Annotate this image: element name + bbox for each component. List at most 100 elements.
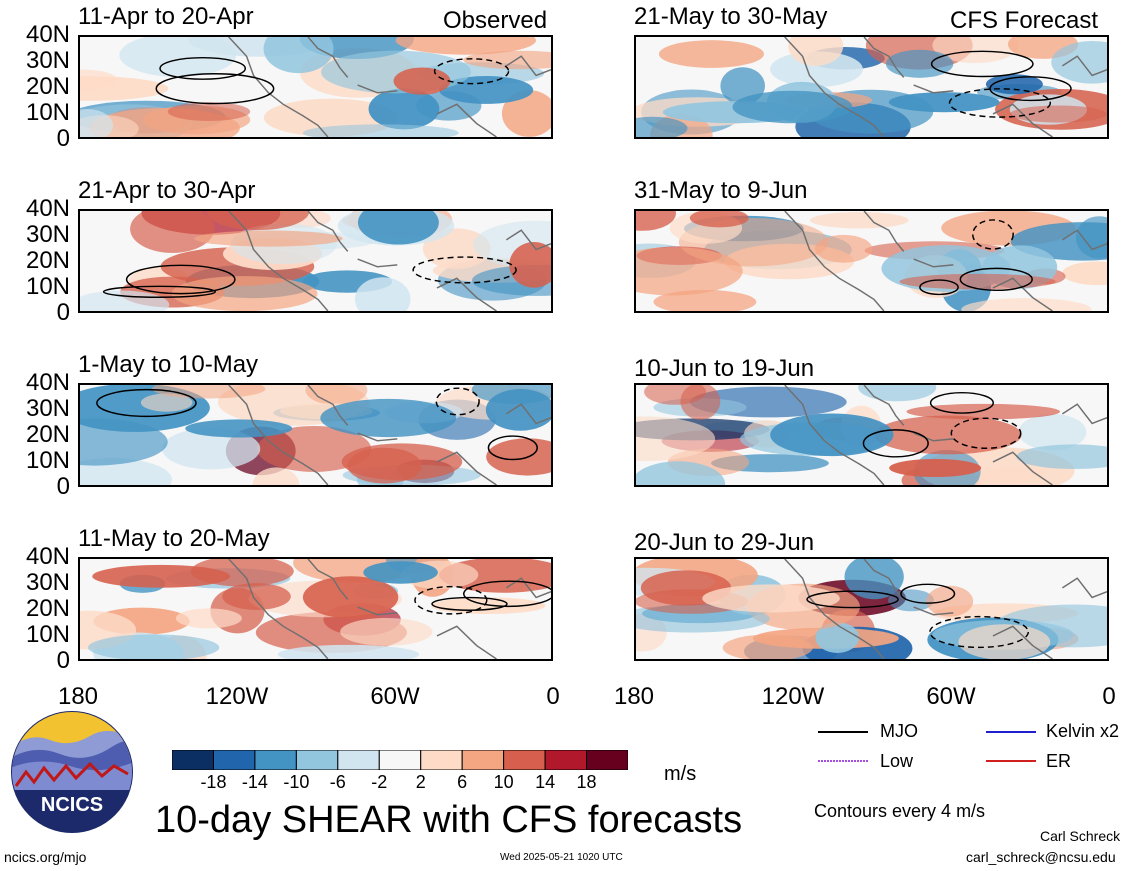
colorbar-tick-label: -14 [241,772,268,792]
shear-anomaly-patch [961,298,1092,311]
colorbar-swatch [378,750,422,770]
coastline [784,37,1107,137]
shear-anomaly-patch [463,50,551,70]
panel-obs-1 [78,35,553,139]
mjo-contour [125,264,236,295]
units-label: m/s [664,763,697,785]
shear-anomaly-patch [363,561,438,584]
observed-tag: Observed [443,7,548,34]
colorbar-swatch [461,750,505,770]
y-tick-label: 30N [25,569,70,596]
shear-anomaly-patch [926,585,974,617]
shear-anomaly-patch [162,428,261,470]
mjo-contour [862,429,929,458]
mjo-contour [435,387,480,416]
shear-anomaly-patch [889,458,982,478]
shear-anomaly-patch [185,419,293,438]
shear-anomaly-patch [658,40,765,68]
mjo-contour [971,219,1014,250]
colorbar-tick-label: -2 [371,772,388,792]
mjo-contour [431,596,508,611]
shear-anomaly-patch [1051,40,1107,84]
coastline [228,385,551,485]
shear-anomaly-patch [88,634,220,659]
shear-anomaly-patch [702,584,840,613]
colorbar-tick-label: 10 [493,772,514,792]
shear-anomaly-patch [252,467,300,485]
shear-anomaly-patch [788,37,844,66]
shear-anomaly-patch [80,69,117,90]
x-tick-fc-60w: 60W [926,683,976,710]
coastline [784,211,1107,311]
y-tick-label: 20N [25,73,70,100]
shear-anomaly-patch [119,37,237,77]
shear-anomaly-patch [888,92,1000,113]
footer-url: ncics.org/mjo [4,849,87,865]
colorbar-tick-label: 2 [415,772,426,792]
colorbar-tick-label: 18 [576,772,597,792]
colorbar-swatch [586,750,628,770]
legend-label-mjo: MJO [880,721,918,741]
shear-anomaly-patch [810,212,909,229]
legend-line-mjo [818,731,868,733]
y-tick-label: 10N [25,273,70,300]
shear-anomaly-patch [277,644,420,659]
shear-anomaly-patch [130,211,215,253]
shear-anomaly-patch [1018,413,1087,451]
mjo-contour [159,56,247,80]
legend-label-kelvin: Kelvin x2 [1046,721,1120,741]
mjo-contour [930,50,1034,78]
shear-anomaly-patch [175,608,242,629]
y-tick-label: 40N [25,369,70,396]
colorbar-tick-label: 14 [535,772,556,792]
shear-anomaly-patch [486,438,551,476]
mjo-contour [155,73,275,105]
y-tick-label: 0 [56,125,70,152]
y-tick-label: 40N [25,543,70,570]
shear-anomaly-patch [222,583,291,610]
shear-anomaly-patch [644,385,706,405]
mjo-contour [950,417,1022,449]
legend-line-er [986,760,1036,762]
shear-anomaly-patch [636,116,688,137]
shear-anomaly-patch [932,37,1019,64]
mjo-contour [959,267,1033,292]
x-tick-fc-180: 180 [613,683,655,710]
mjo-contour [806,590,899,609]
shear-anomaly-patch [770,413,894,457]
shear-anomaly-patch [770,51,863,87]
y-tick-label: 40N [25,21,70,48]
shear-anomaly-patch [80,290,170,311]
colorbar-tick-label: -10 [283,772,310,792]
shear-anomaly-patch [395,37,537,55]
panel-title-fc-4: 20-Jun to 29-Jun [634,529,815,556]
mjo-contour [948,88,1052,118]
y-tick-label: 0 [56,299,70,326]
shear-anomaly-patch [958,624,1051,659]
footer-author: Carl Schreck [1040,828,1121,844]
footer-email: carl_schreck@ncsu.edu [966,849,1116,865]
shear-anomaly-patch [1062,261,1107,286]
mjo-contour [989,76,1072,102]
shear-anomaly-patch [1009,105,1107,123]
panel-title-fc-2: 31-May to 9-Jun [634,177,808,204]
mjo-contour [929,615,1030,649]
shear-anomaly-patch [340,617,433,646]
shear-anomaly-patch [1075,216,1107,259]
shear-anomaly-patch [636,247,743,296]
ncics-logo: NCICS [11,711,133,833]
shear-anomaly-patch [368,88,440,130]
y-tick-label: 0 [56,647,70,674]
colorbar [172,750,628,770]
colorbar-swatch [172,750,214,770]
panel-title-obs-4: 11-May to 20-May [78,525,270,552]
shear-anomaly-patch [874,415,1022,455]
shear-anomaly-patch [393,67,451,95]
x-tick-fc-120w: 120W [761,683,825,710]
mjo-contour [102,285,216,298]
mjo-contour [412,256,517,284]
panel-obs-2 [78,209,553,313]
legend-line-kelvin [986,731,1036,733]
shear-anomaly-patch [858,385,937,402]
mjo-contour [900,583,956,604]
